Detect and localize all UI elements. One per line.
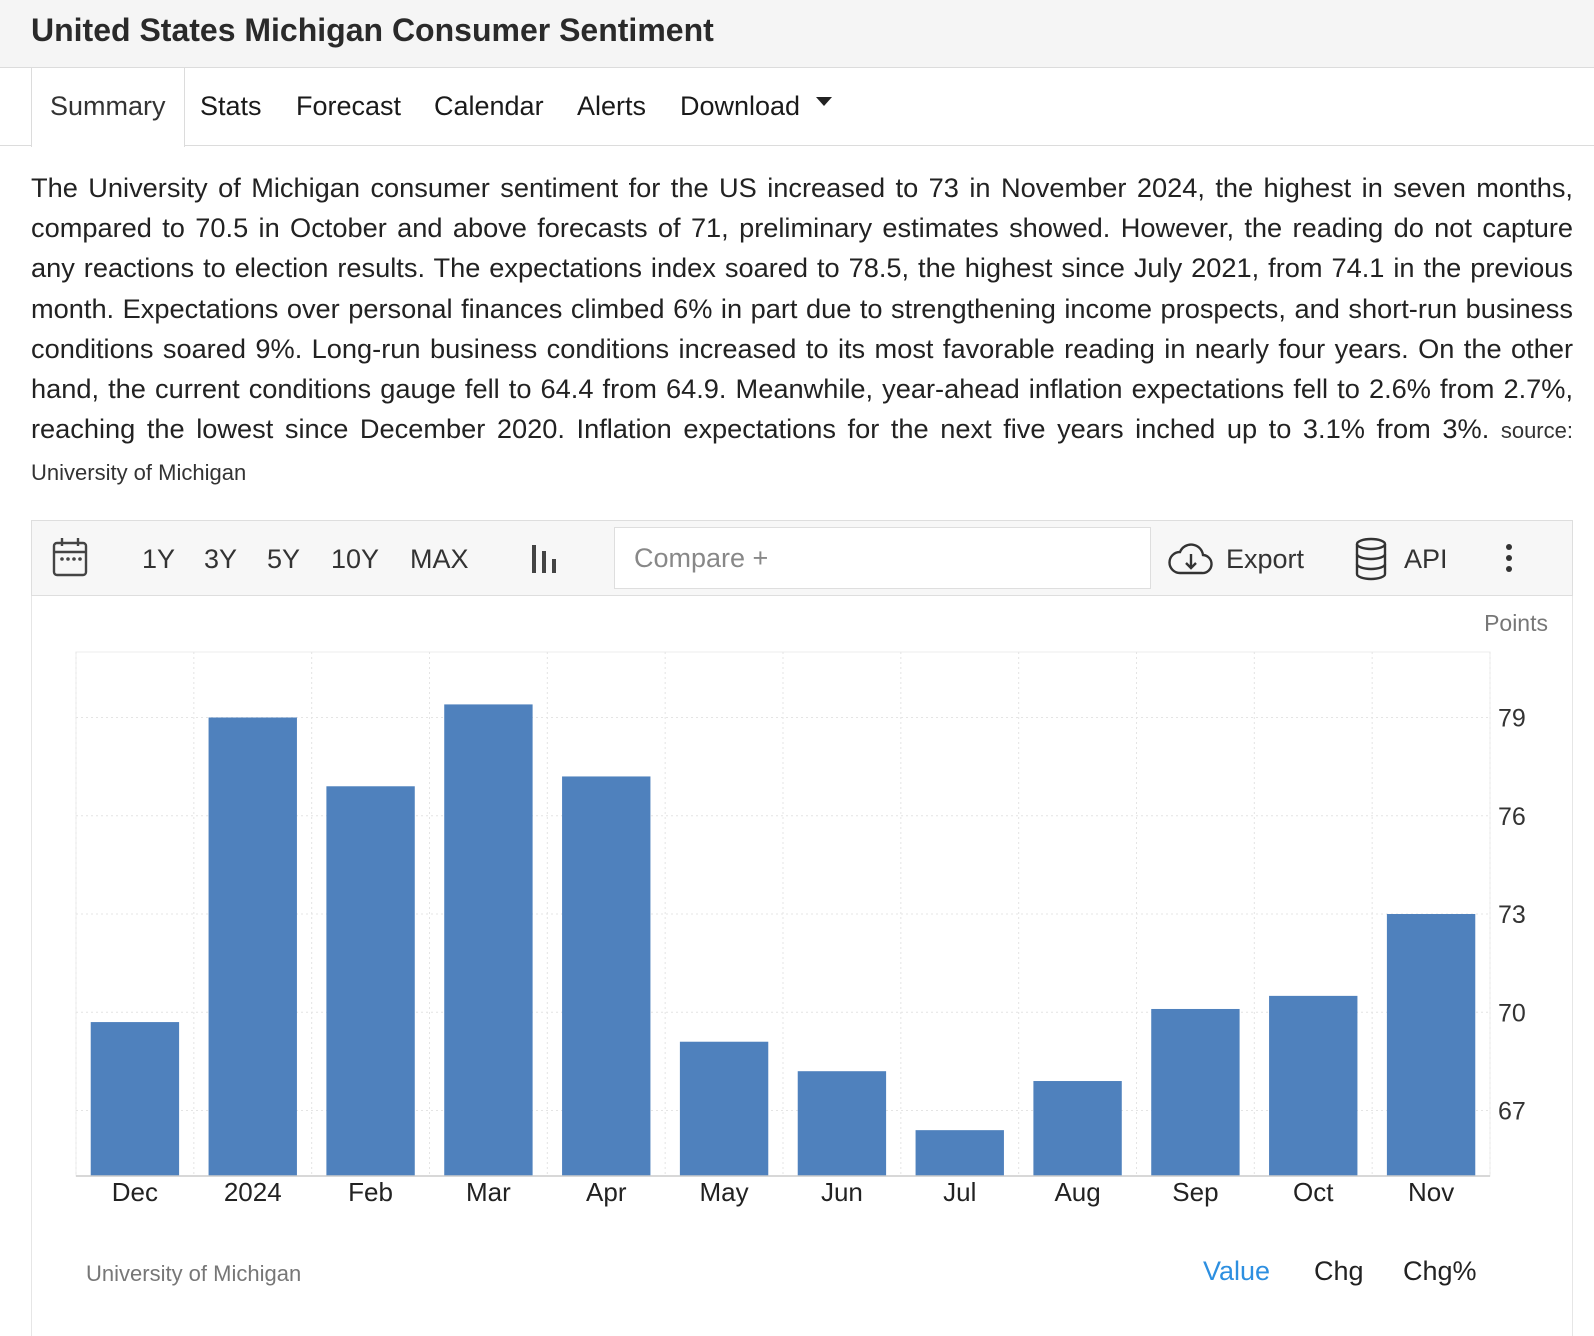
bar <box>797 1071 887 1176</box>
bar <box>90 1022 180 1176</box>
x-tick-label: Jun <box>821 1177 863 1207</box>
page-title: United States Michigan Consumer Sentimen… <box>31 12 714 48</box>
export-label: Export <box>1226 544 1305 574</box>
x-tick-label: Feb <box>348 1177 393 1207</box>
x-tick-label: Aug <box>1054 1177 1100 1207</box>
x-tick-label: 2024 <box>224 1177 282 1207</box>
tab-forecast[interactable]: Forecast <box>296 91 402 121</box>
view-chg-button[interactable]: Chg <box>1314 1256 1364 1286</box>
y-tick-label: 67 <box>1498 1098 1526 1126</box>
tab-summary[interactable]: Summary <box>31 68 185 147</box>
chart-toolbar: 1Y 3Y 5Y 10Y MAX Compare + Export API <box>31 520 1573 596</box>
x-tick-label: Jul <box>943 1177 976 1207</box>
tab-bar: Summary Stats Forecast Calendar Alerts D… <box>0 68 1594 147</box>
range-1y-button[interactable]: 1Y <box>142 544 176 574</box>
bar <box>1151 1008 1240 1176</box>
bar <box>208 717 297 1176</box>
summary-text: The University of Michigan consumer sent… <box>31 168 1573 494</box>
x-tick-label: Dec <box>112 1177 158 1207</box>
chart-panel: Points 67 70 73 76 79 Dec 2024 Feb Mar Apr May Jun J… <box>31 596 1573 1336</box>
x-tick-label: Mar <box>466 1177 511 1207</box>
range-5y-button[interactable]: 5Y <box>267 544 301 574</box>
bar <box>444 704 533 1176</box>
tab-download[interactable]: Download <box>680 68 833 146</box>
api-button[interactable]: API <box>1354 521 1448 597</box>
title-bar: United States Michigan Consumer Sentimen… <box>0 0 1594 68</box>
x-tick-label: Apr <box>586 1177 627 1207</box>
bar <box>1033 1081 1122 1176</box>
compare-input[interactable]: Compare + <box>614 527 1151 589</box>
bar <box>679 1041 769 1176</box>
bar <box>915 1130 1004 1176</box>
api-label: API <box>1404 544 1448 574</box>
y-tick-label: 76 <box>1498 803 1526 831</box>
calendar-icon[interactable] <box>52 521 88 597</box>
range-3y-button[interactable]: 3Y <box>204 544 238 574</box>
bar <box>326 786 415 1176</box>
x-tick-label: Oct <box>1293 1177 1334 1207</box>
bar-chart-icon[interactable] <box>529 521 559 597</box>
summary-source: source: University of Michigan <box>31 418 1573 486</box>
x-tick-label: May <box>700 1177 749 1207</box>
bar <box>562 776 651 1176</box>
unit-label: Points <box>1484 610 1548 636</box>
export-button[interactable]: Export <box>1168 521 1304 597</box>
bar <box>1386 914 1476 1176</box>
range-10y-button[interactable]: 10Y <box>331 544 380 574</box>
x-tick-label: Sep <box>1172 1177 1218 1207</box>
tab-download-label: Download <box>680 91 801 121</box>
tab-calendar[interactable]: Calendar <box>434 91 544 121</box>
range-max-button[interactable]: MAX <box>410 544 469 574</box>
cloud-download-icon <box>1168 543 1213 575</box>
database-icon <box>1355 537 1387 581</box>
bar <box>1269 995 1358 1176</box>
caret-down-icon <box>816 97 833 107</box>
summary-body: The University of Michigan consumer sent… <box>31 172 1573 445</box>
x-tick-label: Nov <box>1408 1177 1454 1207</box>
tab-stats[interactable]: Stats <box>200 91 262 121</box>
y-tick-label: 70 <box>1498 999 1526 1027</box>
tab-alerts[interactable]: Alerts <box>577 91 647 121</box>
bar-chart: 67 70 73 76 79 Dec 2024 Feb Mar Apr May Jun Jul Aug Se… <box>75 651 1526 1207</box>
y-tick-label: 73 <box>1498 901 1526 929</box>
view-value-button[interactable]: Value <box>1203 1256 1271 1286</box>
y-tick-label: 79 <box>1498 705 1526 733</box>
chart-source: University of Michigan <box>86 1261 302 1286</box>
more-vertical-icon[interactable] <box>1499 521 1519 597</box>
view-chg-percent-button[interactable]: Chg% <box>1403 1256 1477 1286</box>
